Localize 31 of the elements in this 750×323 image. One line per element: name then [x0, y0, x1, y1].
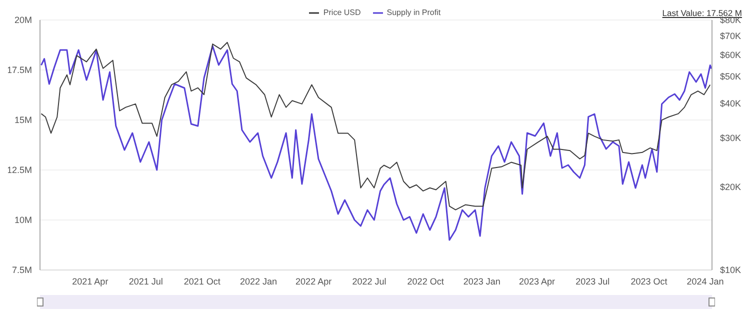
x-tick-label: 2021 Oct: [184, 276, 221, 286]
x-tick-label: 2023 Apr: [518, 276, 555, 286]
x-tick-label: 2023 Jul: [576, 276, 610, 286]
y-tick-label: 15M: [14, 115, 32, 126]
line-series: [40, 42, 711, 210]
x-tick-label: 2024 Jan: [686, 276, 724, 286]
y-tick-label: 10M: [14, 215, 32, 226]
y2-tick-label: $20K: [720, 182, 742, 192]
y2-tick-label: $10K: [720, 265, 742, 276]
x-tick-label: 2022 Jan: [240, 276, 278, 286]
legend-label: Supply in Profit: [386, 8, 441, 17]
text: Last Value: 17.562 M: [662, 8, 742, 18]
x-tick-label: 2021 Apr: [72, 276, 108, 286]
x-tick-label: 2021 Jul: [128, 276, 163, 286]
x-tick-label: 2022 Jul: [352, 276, 386, 286]
x-tick-label: 2022 Apr: [296, 276, 332, 286]
x-tick-label: 2022 Oct: [407, 276, 444, 286]
y2-tick-label: $40K: [720, 98, 742, 109]
x-tick-label: 2023 Oct: [630, 276, 668, 286]
x-tick-label: 2023 Jan: [463, 276, 500, 286]
y-tick-label: 20M: [14, 15, 32, 26]
legend-label: Price USD: [323, 8, 361, 17]
y2-tick-label: $70K: [720, 31, 742, 42]
y-tick-label: 7.5M: [12, 265, 32, 276]
y2-tick-label: $80K: [720, 15, 742, 26]
y2-tick-label: $50K: [720, 72, 742, 82]
y2-tick-label: $60K: [720, 50, 742, 60]
line-series: [40, 45, 712, 241]
y-tick-label: 17.5M: [6, 65, 32, 76]
y2-tick-label: $30K: [720, 133, 742, 144]
y-tick-label: 12.5M: [6, 165, 32, 176]
